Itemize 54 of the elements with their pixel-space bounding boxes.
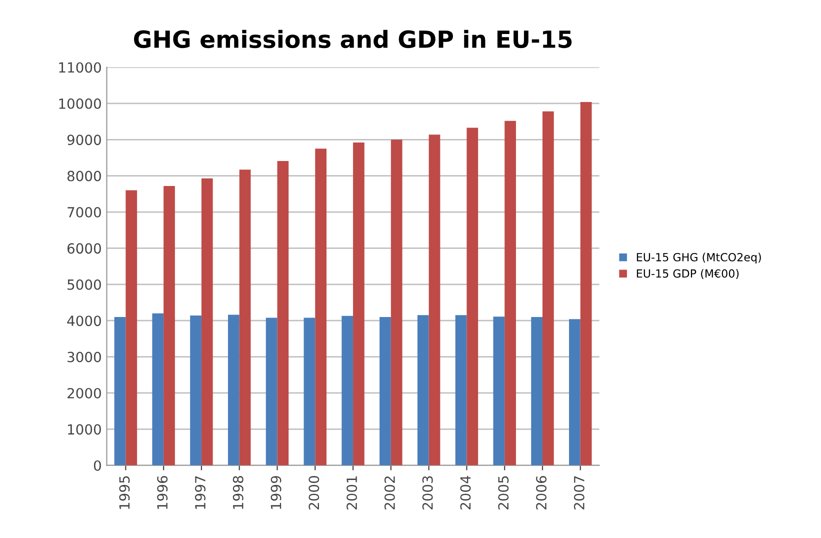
x-tick-label: 1998	[232, 476, 244, 509]
chart-title: GHG emissions and GDP in EU-15	[134, 30, 572, 48]
y-tick-label: 3000	[68, 352, 101, 362]
y-tick-label: 11000	[59, 62, 101, 73]
bar	[126, 190, 138, 466]
y-tick-label: 5000	[68, 279, 101, 290]
x-tick-label: 2006	[536, 476, 547, 510]
y-tick-label: 0	[94, 460, 101, 471]
bar	[504, 120, 516, 466]
bar	[569, 319, 580, 466]
bar	[239, 170, 251, 466]
bar	[277, 160, 289, 466]
bar	[266, 318, 278, 466]
bar	[201, 178, 213, 466]
x-tick-label: 2001	[346, 476, 358, 510]
x-tick-label: 2003	[422, 476, 433, 510]
bar	[304, 318, 316, 466]
bar	[580, 102, 592, 466]
x-tick-label: 2000	[308, 476, 320, 510]
bar	[342, 316, 354, 466]
y-tick-label: 8000	[67, 170, 101, 182]
bar	[164, 186, 175, 466]
y-tick-label: 7000	[68, 206, 101, 218]
bar	[228, 314, 240, 466]
bar	[380, 316, 391, 466]
y-tick-label: 1000	[68, 424, 101, 435]
x-tick-label: 1996	[157, 476, 168, 509]
legend-label: EU-15 GDP (M€00)	[636, 269, 739, 279]
x-tick-label: 1999	[270, 476, 282, 509]
y-tick-label: 4000	[67, 316, 101, 326]
x-tick-label: 2007	[574, 476, 584, 510]
bar	[417, 315, 429, 466]
x-tick-label: 2004	[460, 476, 471, 510]
bar	[152, 313, 164, 466]
bar	[190, 316, 202, 466]
x-tick-label: 2002	[384, 476, 395, 510]
y-tick-label: 6000	[67, 243, 101, 254]
x-tick-label: 1997	[194, 476, 206, 509]
y-tick-label: 2000	[68, 388, 101, 398]
bar	[531, 316, 542, 466]
legend-label: EU-15 GHG (MtCO2eq)	[636, 252, 761, 264]
bar	[542, 111, 554, 466]
x-tick-label: 2005	[498, 476, 509, 510]
bar	[466, 128, 478, 466]
bar	[493, 316, 505, 466]
x-tick-label: 1995	[119, 476, 130, 509]
bar	[353, 142, 364, 466]
bar	[428, 134, 440, 466]
bar	[114, 316, 126, 466]
bar	[455, 315, 467, 466]
y-tick-label: 10000	[59, 98, 101, 109]
bar	[315, 148, 327, 466]
y-tick-label: 9000	[67, 134, 101, 146]
bar	[390, 140, 402, 466]
